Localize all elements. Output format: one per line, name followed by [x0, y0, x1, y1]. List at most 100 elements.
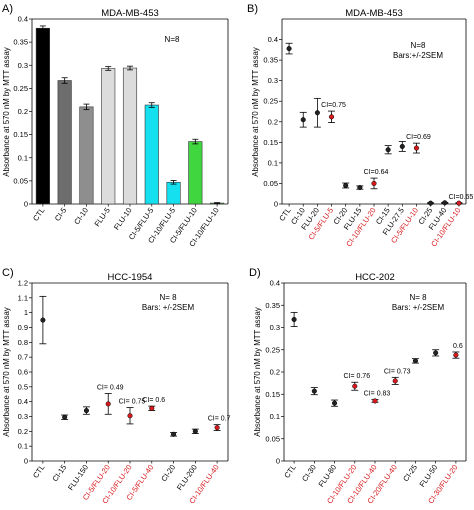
bar [122, 67, 138, 205]
panel-b: B) MDA-MB-453 0 0.05 0.1 0.15 0.2 0.25 0.3 0.35 0.… [247, 3, 473, 248]
data-point [332, 400, 338, 406]
y-axis-label: Absorbance at 570 nM by MTT assay [253, 307, 262, 437]
data-point [214, 425, 220, 431]
y-tick-label: 0.2 [18, 107, 28, 116]
y-tick-label: 0.15 [13, 130, 28, 139]
data-point [40, 317, 46, 323]
x-tick-label: CI-30 [300, 463, 318, 483]
x-tick-label: CI-25 [401, 463, 419, 483]
x-tick-label: CTL [282, 463, 298, 480]
ci-label: CI= 0.6 [142, 397, 165, 404]
x-tick-label: CI-5 [53, 206, 69, 223]
y-tick-label: 0.2 [18, 427, 28, 436]
y-tick-label: 0.1 [18, 442, 28, 451]
data-point [412, 358, 418, 364]
ci-label: CI=0.65 [449, 194, 474, 201]
data-point [433, 350, 439, 356]
y-axis-label: Absorbance at 570 nM by MTT assay [251, 47, 260, 177]
y-tick-label: 0.3 [268, 76, 278, 85]
data-point [399, 143, 405, 149]
data-point [456, 200, 462, 206]
panel-title: HCC-202 [355, 272, 395, 283]
ci-label: CI=0.64 [364, 169, 389, 176]
y-tick-label: 0.2 [268, 117, 278, 126]
y-tick-label: 0.2 [270, 368, 280, 377]
data-point [392, 378, 398, 384]
y-tick-label: 0.3 [18, 412, 28, 421]
data-point [314, 110, 320, 116]
data-point [105, 401, 111, 407]
panel-note: N=8 [165, 35, 180, 44]
panel-note: N=8 [411, 41, 426, 50]
x-tick-label: CTL [31, 206, 47, 223]
y-tick-label: 0.35 [265, 301, 280, 310]
ci-label: CI=0.75 [321, 102, 346, 109]
y-tick-label: 0.4 [268, 35, 278, 44]
data-point [328, 114, 335, 120]
y-tick-label: 0 [274, 200, 278, 209]
bar [188, 141, 203, 205]
data-point [127, 413, 133, 419]
data-point [413, 145, 420, 151]
y-tick-label: 1 [24, 308, 28, 317]
panel-letter: D) [249, 267, 261, 279]
bar [35, 27, 50, 205]
panel-note: Bars: +/-2SEM [392, 303, 445, 312]
y-tick-label: 0.5 [18, 382, 28, 391]
y-axis-label: Absorbance at 570 nM by MTT assay [2, 47, 11, 177]
data-point [371, 180, 377, 186]
panel-letter: B) [247, 3, 258, 15]
panel-title: MDA-MB-453 [101, 8, 159, 19]
y-tick-label: 0.9 [18, 323, 28, 332]
y-tick-label: 0 [276, 457, 280, 466]
x-tick-label: CI-15 [50, 463, 68, 483]
y-tick-label: 0.7 [18, 353, 28, 362]
y-tick-label: 0.05 [265, 434, 280, 443]
data-point [352, 383, 358, 389]
ci-label: CI= 0.76 [343, 373, 370, 380]
data-point [192, 428, 198, 434]
y-tick-label: 0.05 [263, 179, 278, 188]
y-tick-label: 0.35 [263, 56, 278, 65]
y-tick-label: 0.1 [268, 158, 278, 167]
y-tick-label: 0.3 [18, 61, 28, 70]
panel-c: C) HCC-1954 0 0.1 0.2 0.3 0.4 0.5 0.6 0.7 0.8 0.9 1 1… [2, 267, 231, 505]
y-tick-label: 0.4 [18, 15, 28, 24]
bar [166, 181, 181, 205]
data-point [291, 316, 297, 323]
y-tick-label: 0.25 [263, 97, 278, 106]
data-point [357, 185, 363, 191]
x-tick-label: FLU-10 [112, 206, 134, 232]
ci-label: CI= 0.49 [97, 385, 124, 392]
bar [144, 104, 159, 205]
panel-note: Bars: +/-2SEM [142, 303, 195, 312]
x-tick-label: CTL [31, 463, 47, 480]
x-tick-label: CI-10 [72, 206, 90, 226]
data-point [83, 408, 89, 414]
panel-title: MDA-MB-453 [345, 8, 403, 19]
y-tick-label: 0.8 [18, 338, 28, 347]
x-tick-label: FLU-5 [93, 206, 112, 228]
data-point [286, 46, 292, 52]
data-point [149, 405, 155, 411]
panel-a: A) MDA-MB-453 0 0.05 0.1 0.15 0.2 0.25 0.3 0.35 0.… [2, 3, 229, 248]
data-point [311, 388, 317, 394]
y-tick-label: 0.25 [13, 84, 28, 93]
y-axis-label: Absorbance at 570 nM by MTT assay [2, 307, 11, 437]
y-tick-label: 0.05 [13, 176, 28, 185]
y-tick-label: 1.1 [18, 293, 28, 302]
data-point [453, 352, 459, 358]
data-point [62, 414, 68, 420]
panel-note: N= 8 [159, 293, 177, 302]
data-point [171, 431, 177, 437]
y-tick-label: 1.2 [18, 279, 28, 288]
y-tick-label: 0 [24, 200, 28, 209]
y-tick-label: 0.15 [263, 138, 278, 147]
y-tick-label: 0.1 [270, 412, 280, 421]
panel-d: D) HCC-202 0 0.05 0.1 0.15 0.2 0.25 0.3 0.35 0.4 Ab… [249, 267, 467, 505]
y-tick-label: 0.4 [270, 279, 280, 288]
data-point [372, 398, 378, 404]
x-tick-label: CI-20 [159, 463, 177, 483]
bar [79, 106, 94, 205]
